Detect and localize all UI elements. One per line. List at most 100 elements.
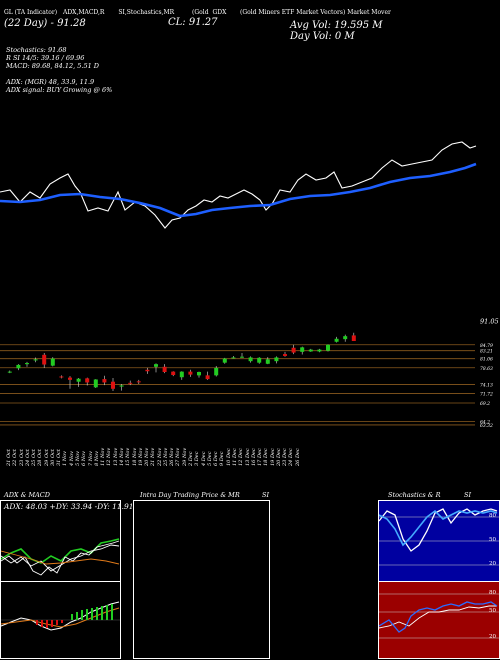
candle-body bbox=[283, 354, 287, 356]
price-axis-label: 69.2 bbox=[480, 401, 490, 407]
date-label: 20 Dec bbox=[275, 448, 282, 466]
rsi-axis-80: 80 bbox=[489, 590, 496, 596]
info-line-rsi: R SI 14/5: 39.16 / 69.96 bbox=[6, 54, 85, 62]
header-cols: GL (TA Indicator) ADX,MACD,R SI,Stochast… bbox=[4, 9, 226, 16]
candle-body bbox=[50, 358, 55, 366]
candle-body bbox=[59, 376, 64, 378]
price-axis-label: 71.72 bbox=[480, 392, 493, 398]
period-close: (22 Day) - 91.28 bbox=[4, 18, 86, 29]
date-label: 9 Dec bbox=[219, 451, 226, 466]
candle bbox=[265, 357, 270, 365]
candle bbox=[154, 363, 158, 373]
stochastics-panel: 80 50 20 bbox=[378, 500, 500, 582]
date-label: 12 Dec bbox=[238, 448, 245, 466]
candle bbox=[231, 355, 236, 359]
candle-body bbox=[274, 357, 279, 362]
candle bbox=[171, 371, 176, 377]
date-label: 27 Nov bbox=[175, 447, 182, 466]
candle-body bbox=[111, 381, 115, 389]
date-label: 4 Dec bbox=[200, 451, 207, 466]
candle-body bbox=[119, 385, 124, 387]
date-label: 19 Dec bbox=[269, 448, 276, 466]
date-label: 3 Dec bbox=[194, 451, 201, 466]
candle bbox=[248, 356, 253, 363]
candle-body bbox=[128, 382, 133, 384]
day-volume: Day Vol: 0 M bbox=[290, 31, 355, 42]
candle bbox=[50, 357, 55, 367]
candle bbox=[205, 371, 210, 380]
candle-body bbox=[145, 369, 150, 372]
candle-body bbox=[343, 336, 348, 340]
candle bbox=[102, 375, 107, 386]
candle bbox=[334, 336, 339, 343]
date-label: 16 Dec bbox=[250, 448, 257, 466]
date-label: 24 Oct bbox=[24, 449, 31, 466]
stochastics-lines bbox=[379, 508, 499, 566]
date-label: 22 Oct bbox=[12, 449, 19, 466]
candle bbox=[240, 352, 244, 358]
candle-body bbox=[248, 357, 253, 362]
candle-body bbox=[214, 367, 219, 376]
rsi-lines bbox=[379, 593, 499, 639]
date-label: 6 Nov bbox=[81, 451, 88, 466]
candle-body bbox=[16, 364, 21, 369]
candle bbox=[33, 357, 38, 363]
adx-panel: ADX: 48.03 +DY: 33.94 -DY: 11.91 bbox=[0, 500, 134, 582]
date-label: 28 Oct bbox=[37, 449, 44, 466]
candle-body bbox=[308, 349, 313, 352]
candle bbox=[128, 380, 133, 386]
candle bbox=[16, 364, 21, 371]
candle-body bbox=[351, 335, 356, 342]
candle bbox=[291, 344, 296, 355]
header-col-4: (Gold bbox=[192, 9, 209, 16]
candle-body bbox=[85, 378, 90, 383]
stoch-axis-20: 20 bbox=[489, 561, 496, 567]
intraday-panel bbox=[133, 500, 270, 659]
date-label: 23 Oct bbox=[18, 449, 25, 466]
candle-body bbox=[179, 371, 184, 378]
candle bbox=[7, 370, 12, 374]
header-market-mover: (Gold Miners ETF Market Vectors) Market … bbox=[240, 9, 391, 16]
candle bbox=[274, 356, 279, 364]
rsi-axis-50: 50 bbox=[489, 608, 496, 614]
candle bbox=[85, 377, 90, 386]
candle bbox=[93, 379, 98, 389]
intraday-si-label: SI bbox=[262, 491, 270, 499]
date-label: 12 Nov bbox=[106, 447, 113, 466]
candle bbox=[68, 376, 72, 389]
candle-body bbox=[93, 379, 98, 388]
info-line-macd: MACD: 89.68, 84.12, 5.51 D bbox=[6, 62, 100, 70]
date-label: 21 Nov bbox=[150, 447, 157, 466]
candle-body bbox=[326, 344, 330, 351]
intraday-panel-title: Intra Day Trading Price & MR bbox=[140, 491, 240, 499]
candle bbox=[343, 334, 348, 342]
date-label: 4 Nov bbox=[68, 451, 75, 466]
date-label: 13 Nov bbox=[112, 447, 119, 466]
candle bbox=[308, 348, 313, 352]
candle bbox=[326, 344, 330, 352]
candle-body bbox=[188, 371, 193, 375]
candle-body bbox=[197, 372, 201, 376]
info-line-blank bbox=[6, 70, 112, 78]
top-line-chart bbox=[0, 141, 477, 229]
candle-body bbox=[265, 359, 270, 364]
price-axis-label: 64.2 bbox=[480, 420, 490, 426]
candle bbox=[257, 357, 262, 364]
candle-body bbox=[136, 381, 141, 383]
candles bbox=[7, 332, 356, 392]
price-axis-label: 91.05 bbox=[480, 317, 499, 325]
candle bbox=[197, 371, 201, 378]
candle bbox=[283, 351, 287, 357]
header-col-3: SI,Stochastics,MR bbox=[118, 9, 175, 16]
info-line-stoch: Stochastics: 91.68 bbox=[6, 46, 67, 54]
rsi-panel: 80 50 20 bbox=[378, 581, 500, 659]
date-label: 29 Nov bbox=[181, 447, 188, 466]
stoch-panel-title: Stochastics & R bbox=[388, 491, 441, 499]
candle bbox=[59, 375, 64, 379]
candle-body bbox=[205, 375, 210, 380]
date-label: 25 Nov bbox=[162, 447, 169, 466]
date-label: 18 Nov bbox=[131, 447, 138, 466]
date-label: 10 Dec bbox=[225, 448, 232, 466]
